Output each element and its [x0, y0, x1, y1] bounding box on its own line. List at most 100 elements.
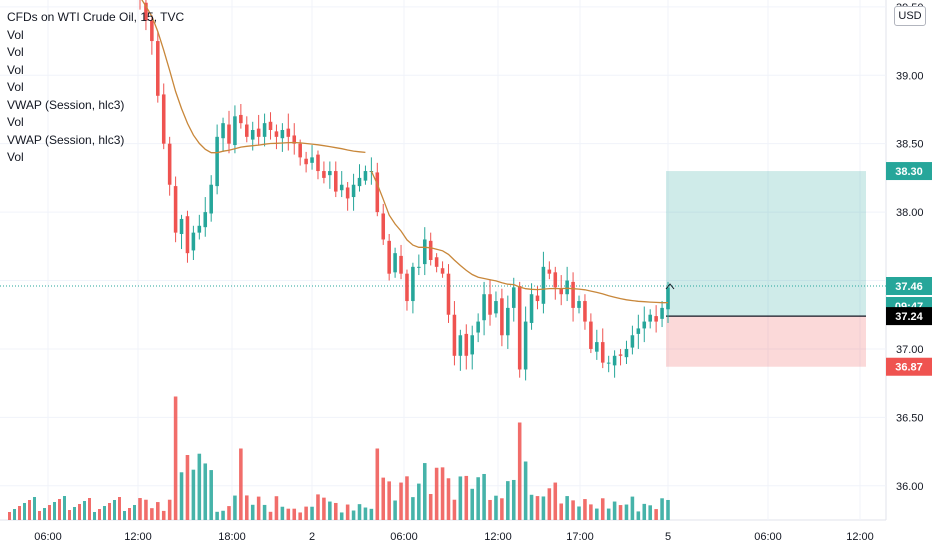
candle-body [547, 269, 552, 274]
volume-bar [179, 472, 184, 520]
stop-loss-label: 36.87 [895, 362, 923, 374]
volume-bar [660, 498, 664, 520]
y-tick-label: 36.50 [896, 412, 924, 424]
volume-bar [517, 422, 522, 520]
candle-body [262, 123, 267, 137]
chart-legend: CFDs on WTI Crude Oil, 15, TVC Vol Vol V… [7, 9, 184, 167]
volume-bar [589, 504, 593, 520]
volume-bar [53, 502, 56, 520]
indicator-label[interactable]: VWAP (Session, hlc3) [7, 97, 125, 112]
volume-bar [191, 469, 196, 520]
take-profit-label: 38.30 [895, 166, 923, 178]
y-tick-label: 38.00 [896, 207, 924, 219]
volume-bar [316, 494, 320, 520]
candle-body [660, 307, 664, 319]
volume-bar [28, 500, 31, 520]
volume-bar [33, 497, 36, 520]
candle-body [553, 272, 558, 288]
volume-bar [482, 473, 486, 520]
candle-body [333, 171, 338, 192]
candle-body [339, 184, 344, 191]
indicator-label[interactable]: Vol [7, 62, 24, 77]
candle-body [322, 171, 326, 178]
candle-body [274, 131, 279, 137]
indicator-label[interactable]: Vol [7, 45, 24, 59]
candle-body [357, 177, 362, 187]
volume-bar [535, 496, 540, 520]
volume-bar [103, 506, 106, 520]
candle-body [411, 266, 415, 302]
price-axis-panel [886, 0, 932, 550]
volume-bar [458, 476, 463, 520]
volume-bar [8, 512, 11, 520]
candle-body [535, 295, 540, 302]
candle-body [268, 121, 273, 130]
indicator-label[interactable]: Vol [7, 150, 24, 164]
volume-bar [541, 496, 546, 520]
volume-bar [221, 510, 225, 520]
volume-bar [529, 494, 534, 520]
candle-body [446, 273, 451, 315]
candle-body [179, 218, 184, 234]
volume-bar [197, 453, 202, 520]
candle-body [476, 321, 480, 333]
volume-bar [304, 506, 308, 520]
candle-body [434, 257, 439, 267]
candle-body [589, 321, 593, 349]
volume-bar [470, 488, 475, 520]
indicator-label[interactable]: VWAP (Session, hlc3) [7, 132, 125, 147]
candle-body [511, 287, 516, 308]
candle-body [393, 253, 397, 273]
volume-bar [286, 508, 291, 520]
candle-body [642, 321, 647, 329]
indicator-label[interactable]: Vol [7, 115, 24, 129]
candle-body [422, 239, 427, 265]
volume-bar [387, 481, 391, 520]
last-price-badge [886, 277, 932, 295]
volume-bar [63, 496, 66, 520]
volume-bar [375, 448, 380, 520]
volume-bar [606, 508, 611, 520]
y-tick-label: 37.00 [896, 344, 924, 356]
candle-body [452, 314, 457, 356]
indicator-label[interactable]: Vol [7, 27, 24, 42]
candle-body [387, 240, 391, 274]
vwap-line [141, 0, 366, 154]
volume-bar [363, 507, 368, 520]
y-tick-label: 38.50 [896, 139, 924, 151]
volume-bar [624, 504, 629, 520]
volume-bar [245, 495, 249, 520]
candle-body [630, 335, 635, 348]
volume-bar [156, 502, 160, 520]
y-tick-label: 36.00 [896, 481, 924, 493]
candle-body [150, 20, 154, 42]
candle-body [197, 225, 202, 233]
volume-bar [268, 511, 273, 520]
x-tick-label: 06:00 [34, 531, 62, 543]
volume-bar [262, 504, 267, 520]
volume-bar [322, 497, 326, 520]
volume-bar [446, 478, 451, 520]
entry-price-badge [886, 307, 932, 326]
currency-button[interactable]: USD [894, 6, 926, 26]
volume-bar [256, 496, 261, 520]
candle-body [458, 335, 463, 356]
volume-bar [333, 502, 338, 520]
take-profit-zone [666, 171, 866, 317]
volume-bar [654, 509, 658, 520]
volume-bar [133, 505, 136, 520]
candle-body [304, 158, 308, 165]
candle-body [245, 124, 249, 137]
candle-body [488, 294, 492, 315]
volume-bar [565, 496, 569, 520]
candle-body [577, 301, 581, 308]
volume-bar [428, 494, 433, 520]
volume-bar [559, 503, 563, 520]
volume-bar [636, 511, 641, 520]
indicator-label[interactable]: Vol [7, 80, 24, 94]
candle-body [583, 301, 587, 322]
volume-bar [381, 477, 386, 520]
volume-bar [547, 488, 552, 520]
volume-bar [43, 508, 46, 520]
